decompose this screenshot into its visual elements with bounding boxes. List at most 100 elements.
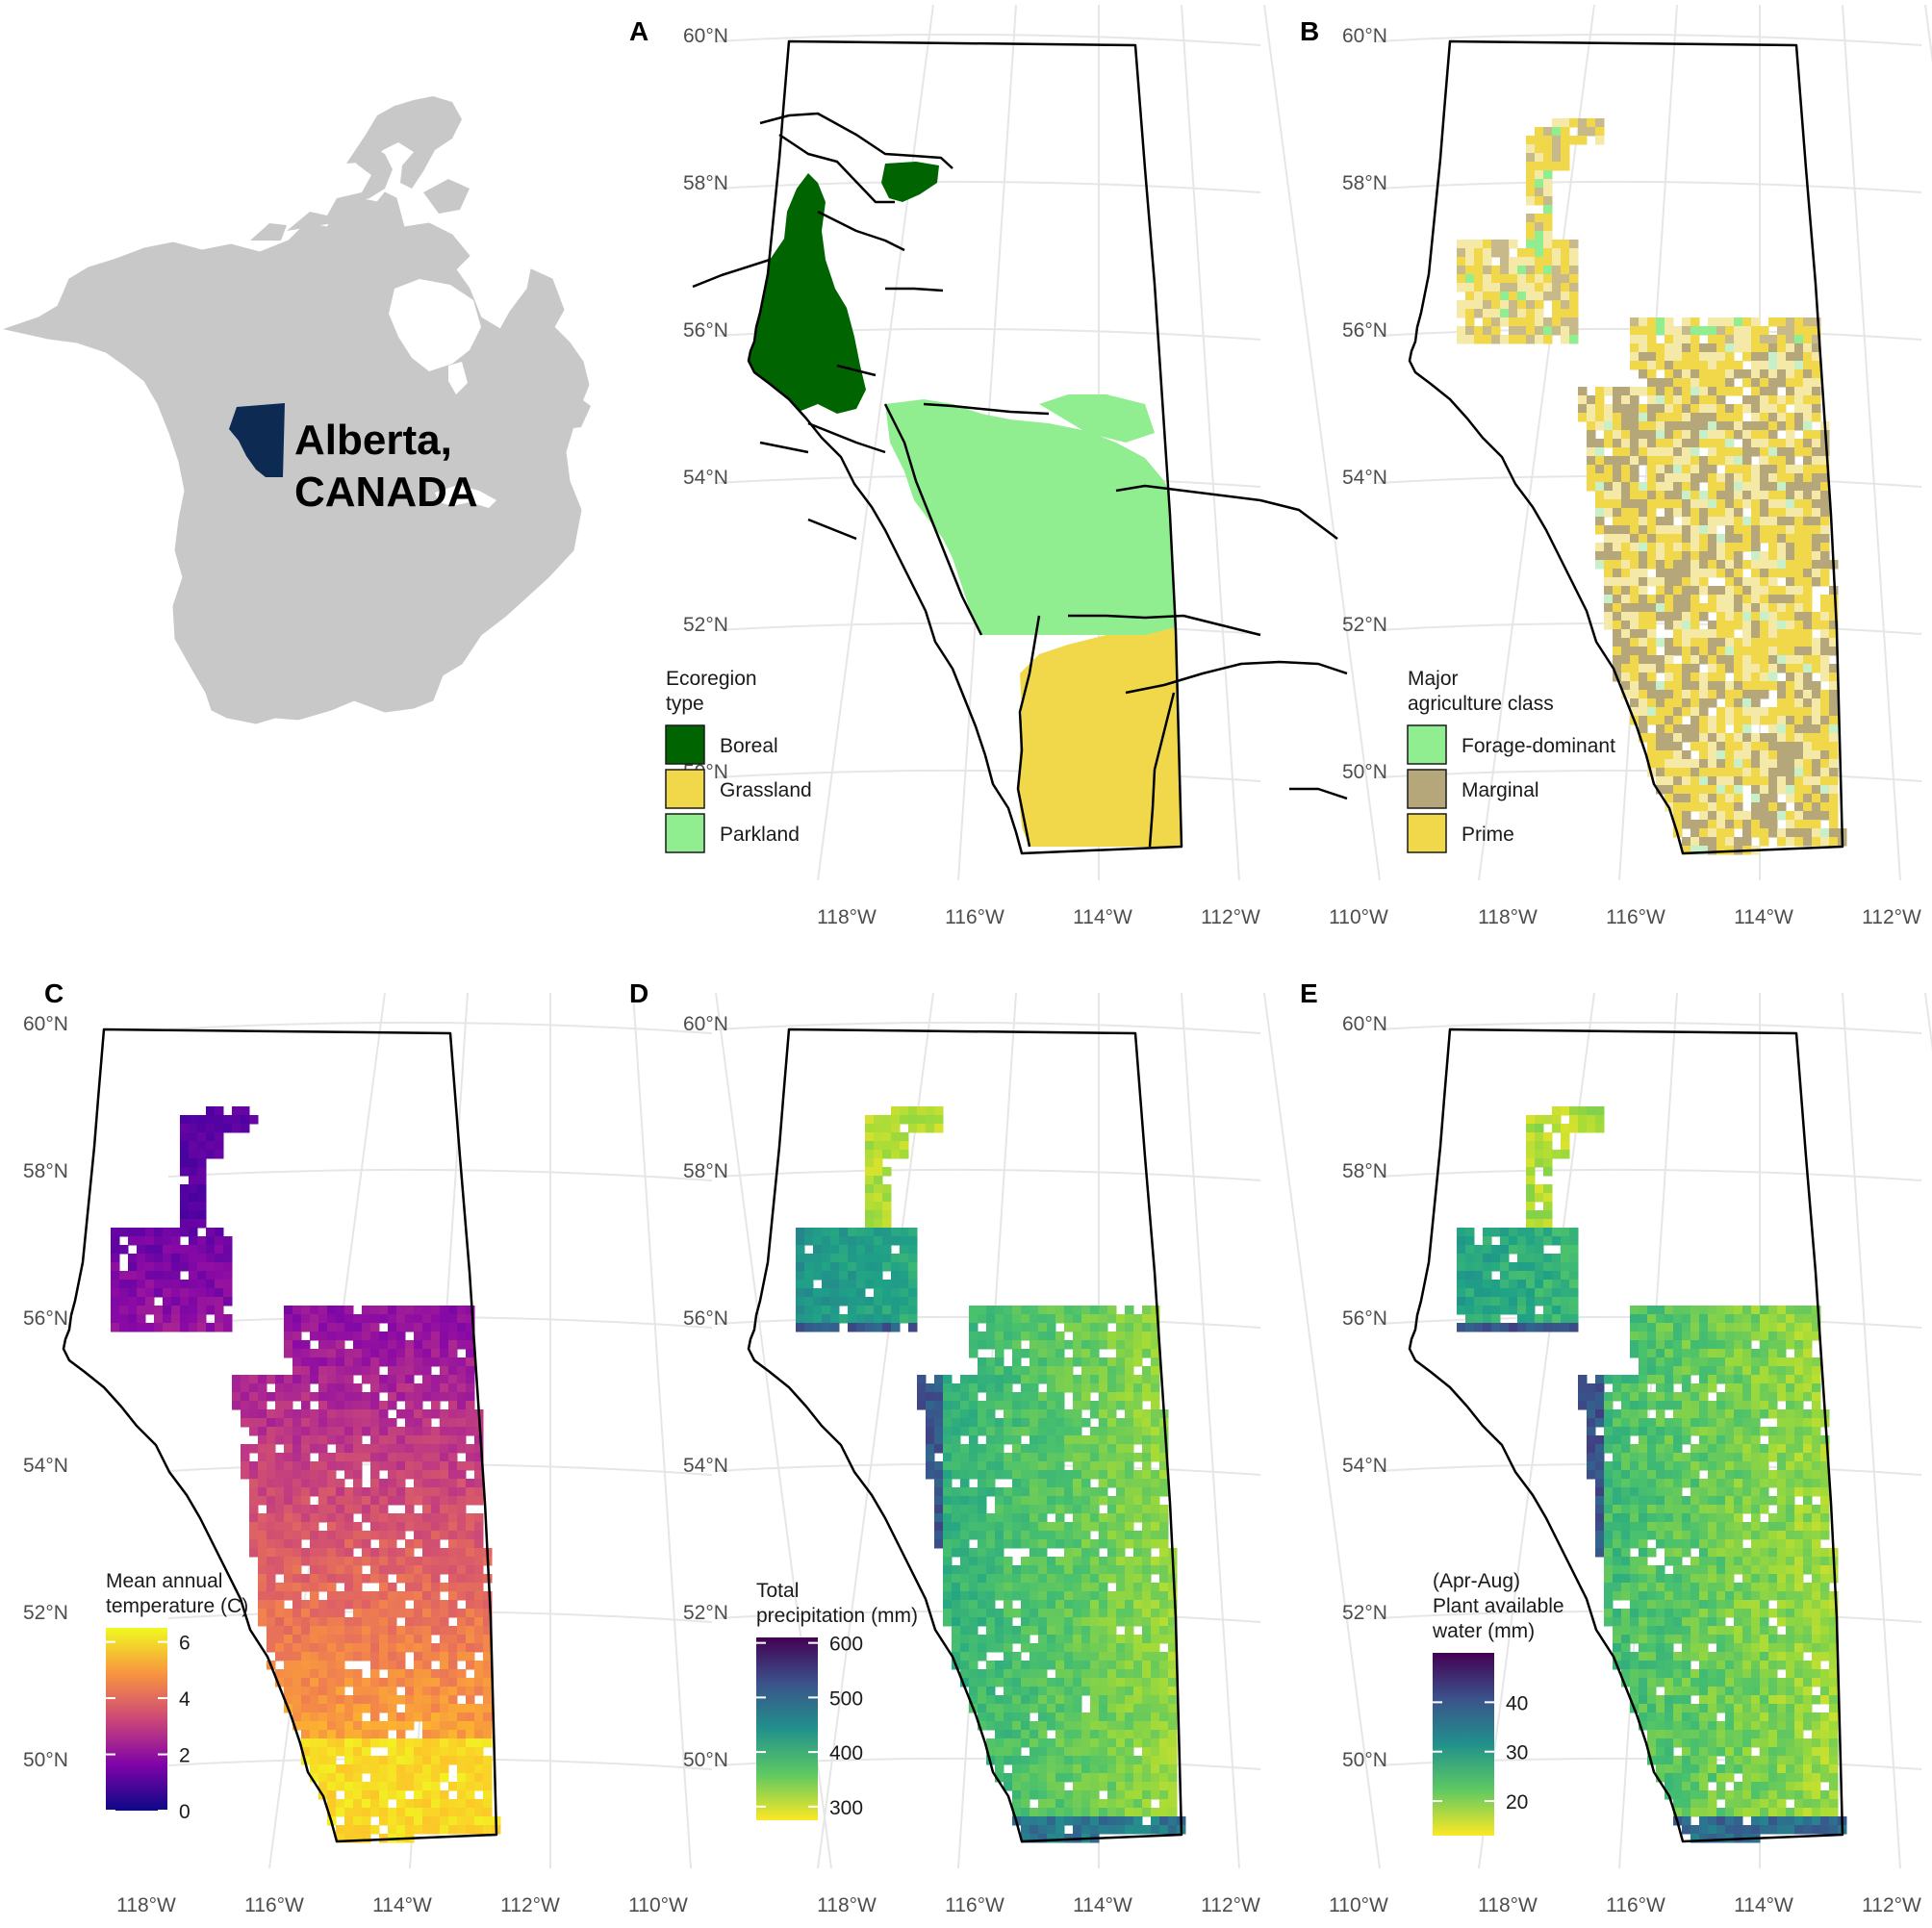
raster-cell: [1734, 465, 1743, 474]
raster-cell: [1133, 1531, 1143, 1540]
raster-cell: [1081, 1738, 1091, 1748]
raster-cell: [1587, 118, 1596, 128]
raster-cell: [353, 1687, 363, 1696]
raster-cell: [1151, 1487, 1160, 1497]
raster-cell: [813, 1323, 823, 1332]
raster-cell: [457, 1531, 467, 1540]
raster-cell: [978, 1306, 987, 1315]
raster-cell: [344, 1643, 354, 1653]
raster-cell: [327, 1340, 337, 1350]
raster-cell: [1716, 759, 1726, 769]
raster-cell: [1073, 1357, 1082, 1367]
raster-cell: [405, 1687, 415, 1696]
raster-cell: [908, 1288, 918, 1298]
raster-cell: [1820, 837, 1830, 847]
raster-cell: [1812, 508, 1821, 518]
raster-cell: [1090, 1513, 1100, 1523]
raster-cell: [1690, 621, 1700, 630]
raster-cell: [1125, 1738, 1134, 1748]
raster-cell: [1474, 326, 1484, 336]
raster-cell: [292, 1531, 302, 1540]
raster-cell: [362, 1427, 371, 1436]
raster-cell: [1055, 1479, 1065, 1488]
raster-cell: [1021, 1366, 1030, 1376]
raster-cell: [1107, 1548, 1117, 1558]
raster-cell: [917, 1375, 927, 1384]
raster-cell: [379, 1730, 389, 1739]
graticule-lon-line: [817, 4, 934, 881]
raster-cell: [405, 1401, 415, 1410]
raster-cell: [969, 1522, 979, 1532]
raster-cell: [310, 1522, 319, 1532]
raster-cell: [1708, 595, 1717, 604]
raster-cell: [284, 1435, 293, 1445]
raster-cell: [301, 1418, 311, 1428]
raster-cell: [474, 1730, 484, 1739]
raster-cell: [1090, 1704, 1100, 1713]
raster-cell: [318, 1617, 328, 1627]
raster-cell: [1125, 1782, 1134, 1791]
raster-cell: [1665, 612, 1674, 622]
raster-cell: [474, 1583, 484, 1592]
raster-cell: [1116, 1539, 1126, 1549]
raster-cell: [960, 1427, 970, 1436]
raster-cell: [1151, 1591, 1160, 1601]
raster-cell: [1535, 222, 1544, 232]
raster-cell: [1665, 335, 1674, 344]
raster-cell: [1012, 1626, 1022, 1636]
raster-cell: [934, 1513, 944, 1523]
raster-cell: [1073, 1435, 1082, 1445]
raster-cell: [1107, 1600, 1117, 1610]
raster-cell: [353, 1678, 363, 1687]
raster-cell: [466, 1418, 475, 1428]
raster-cell: [1751, 690, 1761, 699]
raster-cell: [1552, 309, 1562, 318]
raster-cell: [1552, 283, 1562, 292]
raster-cell: [223, 1124, 233, 1133]
raster-cell: [978, 1712, 987, 1722]
raster-cell: [960, 1583, 970, 1592]
raster-cell: [292, 1479, 302, 1488]
raster-cell: [379, 1513, 389, 1523]
raster-cell: [1777, 595, 1787, 604]
raster-cell: [249, 1505, 259, 1514]
raster-cell: [1142, 1340, 1152, 1350]
raster-cell: [370, 1383, 380, 1393]
raster-cell: [952, 1548, 961, 1558]
raster-cell: [267, 1496, 276, 1506]
raster-cell: [327, 1782, 337, 1791]
raster-cell: [448, 1323, 458, 1332]
raster-cell: [405, 1764, 415, 1774]
raster-cell: [1812, 828, 1821, 838]
raster-cell: [336, 1617, 345, 1627]
raster-cell: [370, 1825, 380, 1835]
raster-cell: [934, 1470, 944, 1480]
raster-cell: [839, 1288, 849, 1298]
raster-cell: [440, 1470, 449, 1480]
raster-cell: [1760, 343, 1769, 353]
raster-cell: [1125, 1513, 1134, 1523]
raster-cell: [1812, 517, 1821, 526]
raster-cell: [396, 1306, 406, 1315]
raster-cell: [318, 1392, 328, 1402]
raster-cell: [1133, 1427, 1143, 1436]
raster-cell: [1682, 612, 1691, 622]
raster-cell: [1786, 465, 1795, 474]
raster-cell: [1812, 794, 1821, 803]
raster-cell: [440, 1756, 449, 1765]
raster-cell: [1133, 1704, 1143, 1713]
raster-cell: [318, 1366, 328, 1376]
raster-cell: [1030, 1375, 1039, 1384]
raster-cell: [1690, 638, 1700, 647]
raster-cell: [1647, 543, 1657, 552]
raster-cell: [1647, 361, 1657, 370]
raster-cell: [379, 1652, 389, 1662]
raster-cell: [969, 1332, 979, 1341]
raster-cell: [310, 1738, 319, 1748]
raster-cell: [474, 1479, 484, 1488]
raster-cell: [474, 1808, 484, 1817]
raster-cell: [388, 1461, 397, 1471]
raster-cell: [882, 1280, 892, 1289]
raster-cell: [1159, 1617, 1169, 1627]
raster-cell: [1768, 724, 1778, 734]
